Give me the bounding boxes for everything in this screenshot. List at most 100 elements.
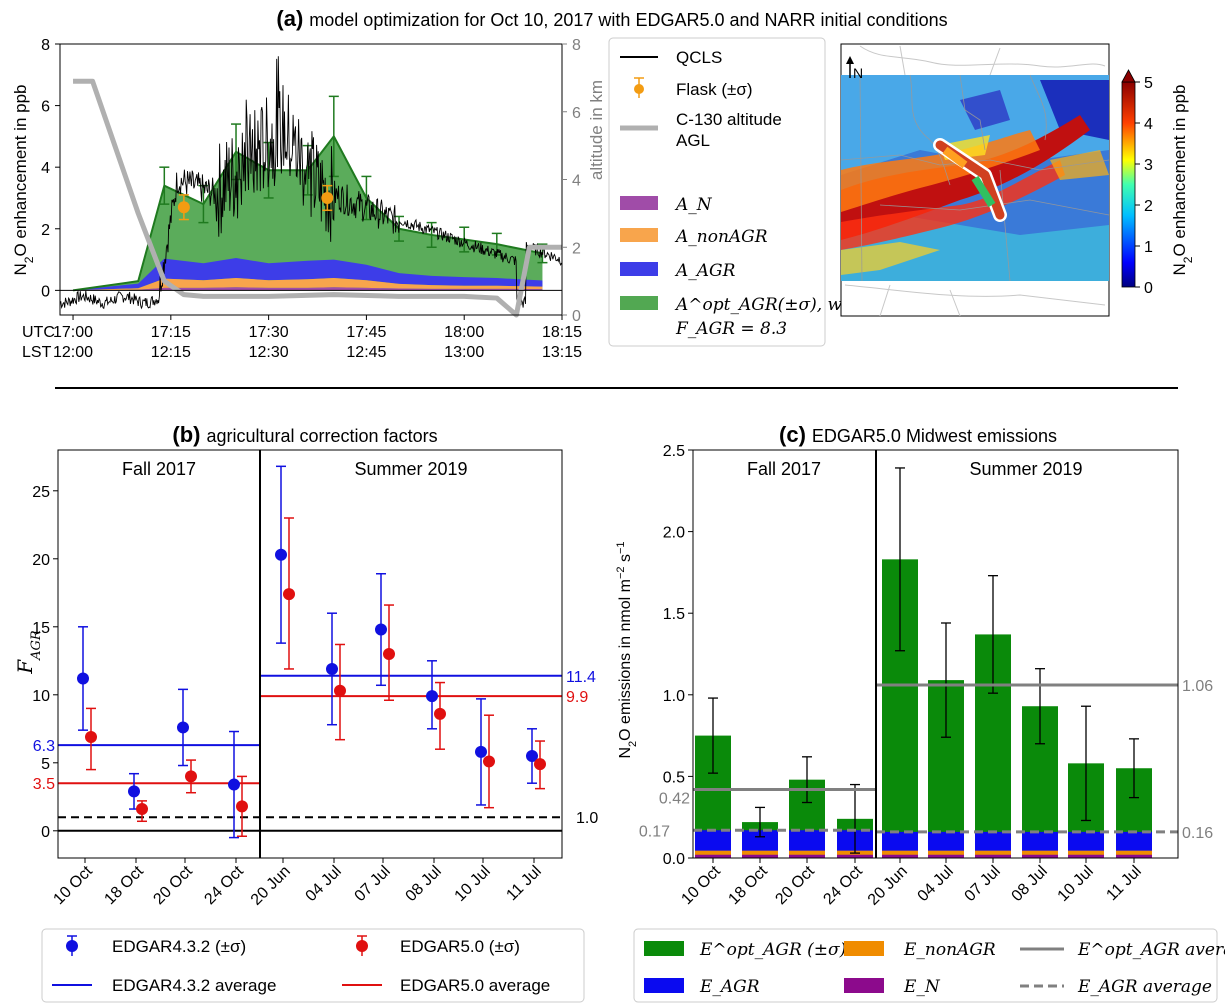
y-tick-label: 0.5 bbox=[663, 769, 685, 786]
panel-b-title: (b) agricultural correction factors bbox=[172, 422, 437, 447]
data-point bbox=[185, 770, 197, 783]
panel-c-frame bbox=[692, 449, 1179, 859]
y2-tick-label: 2 bbox=[572, 240, 581, 257]
panel-c-letter: (c) bbox=[779, 422, 806, 447]
y2-tick-label: 6 bbox=[572, 105, 581, 122]
legend-flask-marker bbox=[634, 84, 644, 94]
bar-e-n bbox=[1022, 854, 1058, 858]
legend-c-en-swatch bbox=[844, 978, 884, 993]
bar-e-n bbox=[695, 854, 731, 858]
panel-b-legend-box bbox=[41, 928, 585, 1003]
x-tick-label: 10 Jul bbox=[1055, 863, 1097, 905]
north-arrow-head-icon bbox=[846, 56, 854, 64]
x-tick-label: 07 Jul bbox=[352, 863, 394, 905]
bar-e-n bbox=[742, 854, 778, 858]
legend-b-e43avg: EDGAR4.3.2 average bbox=[112, 976, 276, 995]
y2-tick-label: 4 bbox=[572, 173, 581, 190]
legend-b-e43: EDGAR4.3.2 (±σ) bbox=[112, 937, 246, 956]
legend-c-avgagr: E_AGR average bbox=[1077, 977, 1212, 997]
legend-c-eopt-swatch bbox=[644, 941, 684, 956]
colorbar-tick-label: 4 bbox=[1144, 116, 1153, 133]
x-tick-label: 24 Oct bbox=[820, 862, 866, 908]
bar-e-nonagr bbox=[1068, 850, 1104, 858]
x-tick-label-lst: 12:00 bbox=[53, 344, 93, 361]
section-label-fall: Fall 2017 bbox=[122, 459, 196, 479]
legend-flask: Flask (±σ) bbox=[676, 80, 752, 99]
section-label-summer: Summer 2019 bbox=[354, 459, 467, 479]
legend-an: A_N bbox=[674, 195, 713, 215]
lst-row-label: LST bbox=[22, 344, 52, 361]
panel-a-title: (a) model optimization for Oct 10, 2017 w… bbox=[276, 6, 947, 31]
data-point bbox=[483, 755, 495, 768]
data-point bbox=[434, 707, 446, 720]
x-tick-label: 20 Oct bbox=[150, 862, 196, 908]
colorbar-tick-label: 5 bbox=[1144, 75, 1153, 92]
colorbar-tick-label: 3 bbox=[1144, 157, 1153, 174]
bar-e-n bbox=[975, 854, 1011, 858]
legend-aagr-swatch bbox=[620, 262, 658, 276]
x-tick-label-utc: 18:15 bbox=[542, 324, 582, 341]
avg-label-opt-fall: 0.42 bbox=[659, 790, 690, 807]
an-area bbox=[73, 287, 543, 291]
bar-e-n bbox=[928, 854, 964, 858]
aagr-area bbox=[73, 258, 543, 291]
panel-c-plot: 0.42 1.06 0.17 0.16 Fall 2017 Summer 2019 0.0 0… bbox=[615, 443, 1213, 909]
colorbar-ticks: 0 1 2 3 4 5 bbox=[1135, 75, 1153, 297]
bar-e-nonagr bbox=[695, 850, 731, 858]
bar-e-n bbox=[882, 854, 918, 858]
data-point bbox=[534, 758, 546, 771]
data-point bbox=[334, 684, 346, 697]
reference-label: 1.0 bbox=[576, 810, 598, 827]
flask-point bbox=[177, 201, 190, 214]
x-tick-label-lst: 13:00 bbox=[444, 344, 484, 361]
x-tick-label: 11 Jul bbox=[503, 863, 544, 904]
y2-tick-label: 8 bbox=[572, 37, 581, 54]
x-tick-label: 24 Oct bbox=[201, 862, 247, 908]
panel-a: (a) model optimization for Oct 10, 2017 w… bbox=[11, 6, 1195, 361]
legend-anonagr: A_nonAGR bbox=[674, 227, 768, 247]
map-panel: N 0 1 2 3 4 5 N2O enhancement in ppb bbox=[840, 43, 1195, 317]
x-tick-label-utc: 17:30 bbox=[249, 324, 289, 341]
data-point bbox=[283, 588, 295, 601]
bar-e-nonagr bbox=[789, 850, 825, 858]
colorbar-tick-label: 2 bbox=[1144, 198, 1153, 215]
bar-e-n bbox=[1116, 854, 1152, 858]
avg-label-opt-summer: 1.06 bbox=[1182, 678, 1213, 695]
y-tick-label: 1.0 bbox=[663, 688, 685, 705]
panel-b-plot: 6.3 11.4 3.5 9.9 1.0 Fall 2017 Summer 2019 0 5 10… bbox=[13, 449, 598, 909]
section-label-summer: Summer 2019 bbox=[969, 459, 1082, 479]
y-tick-label: 6 bbox=[41, 99, 50, 116]
y-tick-label: 8 bbox=[41, 37, 50, 54]
x-tick-label: 10 Oct bbox=[678, 862, 724, 908]
utc-row-label: UTC bbox=[22, 324, 55, 341]
data-point bbox=[275, 548, 287, 561]
aopt-area bbox=[73, 136, 543, 291]
x-tick-label-utc: 17:15 bbox=[151, 324, 191, 341]
panel-b-legend: EDGAR4.3.2 (±σ) EDGAR5.0 (±σ) EDGAR4.3.2… bbox=[41, 928, 585, 1003]
y2-axis-label: altitude in km bbox=[587, 80, 606, 180]
data-point bbox=[383, 648, 395, 660]
legend-b-e50avg: EDGAR5.0 average bbox=[400, 976, 550, 995]
y2-tick-label: 0 bbox=[572, 308, 581, 325]
legend-c-avgopt: E^opt_AGR average bbox=[1077, 940, 1225, 960]
x-tick-label: 11 Jul bbox=[1103, 863, 1144, 904]
legend-aopt-2: F_AGR = 8.3 bbox=[675, 319, 787, 339]
y-axis-label: FAGR bbox=[13, 630, 44, 675]
avg-label-fall: 3.5 bbox=[33, 776, 55, 793]
avg-label-agr-fall: 0.17 bbox=[639, 823, 670, 840]
qcls-trace bbox=[59, 56, 562, 310]
panel-b: (b) agricultural correction factors 6.3 11… bbox=[13, 422, 598, 909]
y-tick-label: 5 bbox=[41, 756, 50, 773]
north-label: N bbox=[853, 65, 863, 81]
data-point bbox=[375, 623, 387, 636]
section-label-fall: Fall 2017 bbox=[747, 459, 821, 479]
x-tick-label: 20 Jun bbox=[865, 863, 911, 909]
legend-b-e50-marker bbox=[356, 940, 368, 952]
panel-a-legend-box bbox=[608, 37, 826, 347]
map-background-borders bbox=[844, 45, 1106, 317]
y-tick-label: 0 bbox=[41, 824, 50, 841]
x-tick-label: 18 Oct bbox=[725, 862, 771, 908]
y-axis-label: N2O enhancement in ppb bbox=[11, 85, 36, 276]
y-tick-label: 15 bbox=[32, 620, 50, 637]
y-tick-label: 0 bbox=[41, 283, 50, 300]
